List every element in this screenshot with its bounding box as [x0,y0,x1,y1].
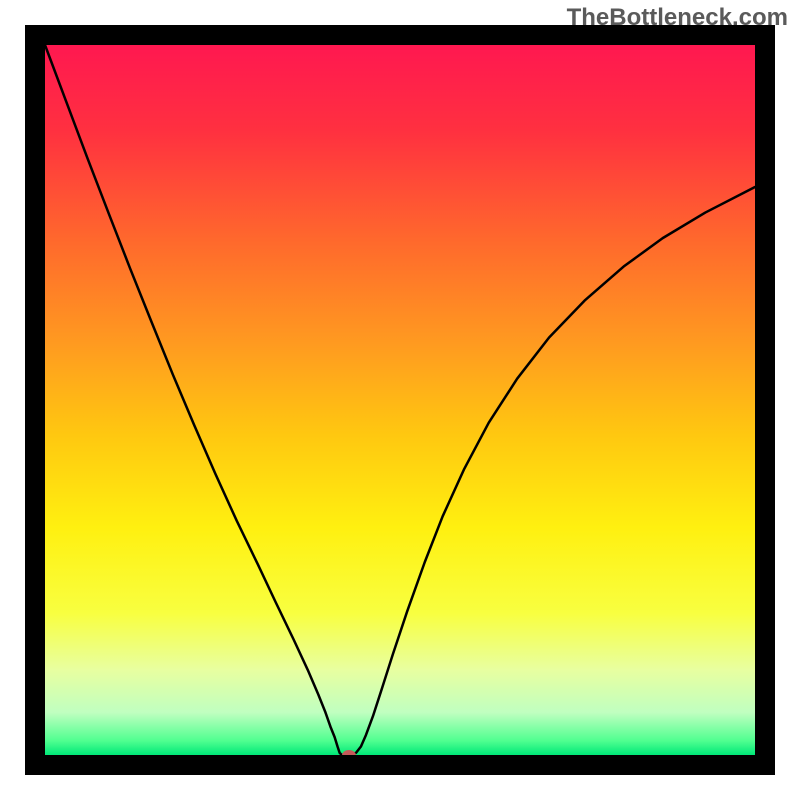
chart-frame-right [755,25,775,775]
chart-frame-bottom [25,755,775,775]
bottleneck-chart: TheBottleneck.com [0,0,800,800]
chart-frame-left [25,25,45,775]
watermark-text: TheBottleneck.com [567,4,788,32]
bottleneck-curve [0,0,800,800]
